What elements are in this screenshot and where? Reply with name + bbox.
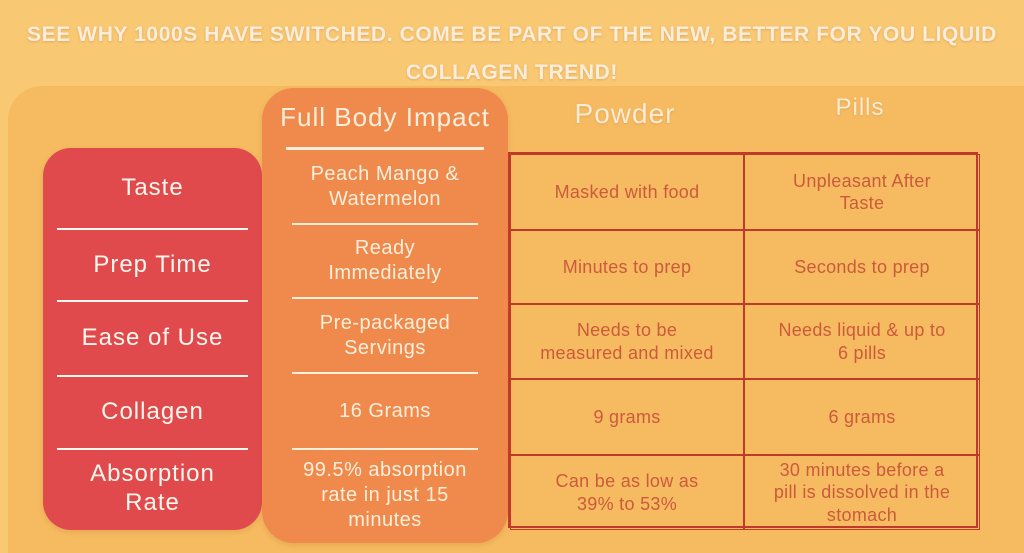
- divider: [292, 297, 478, 299]
- divider: [57, 228, 248, 230]
- divider: [57, 448, 248, 450]
- divider: [57, 375, 248, 377]
- powder-absorption-cell: Can be as low as 39% to 53%: [510, 455, 744, 530]
- divider: [57, 300, 248, 302]
- attribute-panel: Taste Prep Time Ease of Use Collagen Abs…: [43, 148, 262, 530]
- headline-line-2: COLLAGEN TREND!: [406, 61, 618, 84]
- pills-prep-time-cell: Seconds to prep: [744, 230, 980, 304]
- pills-absorption-cell: 30 minutes before a pill is dissolved in…: [744, 455, 980, 530]
- headline: SEE WHY 1000S HAVE SWITCHED. COME BE PAR…: [0, 16, 1024, 92]
- attribute-prep-time: Prep Time: [93, 250, 212, 278]
- fbi-prep-time-value: Ready Immediately: [328, 237, 442, 284]
- powder-ease-of-use-cell: Needs to be measured and mixed: [510, 304, 744, 379]
- pills-collagen-cell: 6 grams: [744, 379, 980, 455]
- divider: [292, 372, 478, 374]
- pills-column-header: Pills: [835, 94, 885, 121]
- fbi-collagen-value: 16 Grams: [339, 399, 431, 422]
- divider: [292, 448, 478, 450]
- headline-line-1: SEE WHY 1000S HAVE SWITCHED. COME BE PAR…: [27, 23, 997, 46]
- title-underline: [286, 147, 484, 150]
- attribute-ease-of-use: Ease of Use: [81, 324, 224, 352]
- fbi-absorption-value: 99.5% absorption rate in just 15 minutes: [303, 458, 467, 531]
- pills-taste-cell: Unpleasant After Taste: [744, 154, 980, 230]
- powder-collagen-cell: 9 grams: [510, 379, 744, 455]
- pills-ease-of-use-cell: Needs liquid & up to 6 pills: [744, 304, 980, 379]
- powder-column-header: Powder: [574, 98, 676, 129]
- powder-taste-cell: Masked with food: [510, 154, 744, 230]
- divider: [292, 223, 478, 225]
- powder-prep-time-cell: Minutes to prep: [510, 230, 744, 304]
- fbi-ease-of-use-value: Pre-packaged Servings: [319, 311, 451, 359]
- full-body-impact-title: Full Body Impact: [280, 102, 490, 132]
- comparison-table: Masked with food Unpleasant After Taste …: [508, 152, 980, 530]
- full-body-impact-panel: Full Body Impact Peach Mango & Watermelo…: [262, 88, 508, 543]
- attribute-absorption-rate: Absorption Rate: [90, 460, 215, 516]
- attribute-collagen: Collagen: [101, 398, 204, 426]
- attribute-taste: Taste: [121, 173, 184, 201]
- fbi-taste-value: Peach Mango & Watermelon: [310, 162, 460, 210]
